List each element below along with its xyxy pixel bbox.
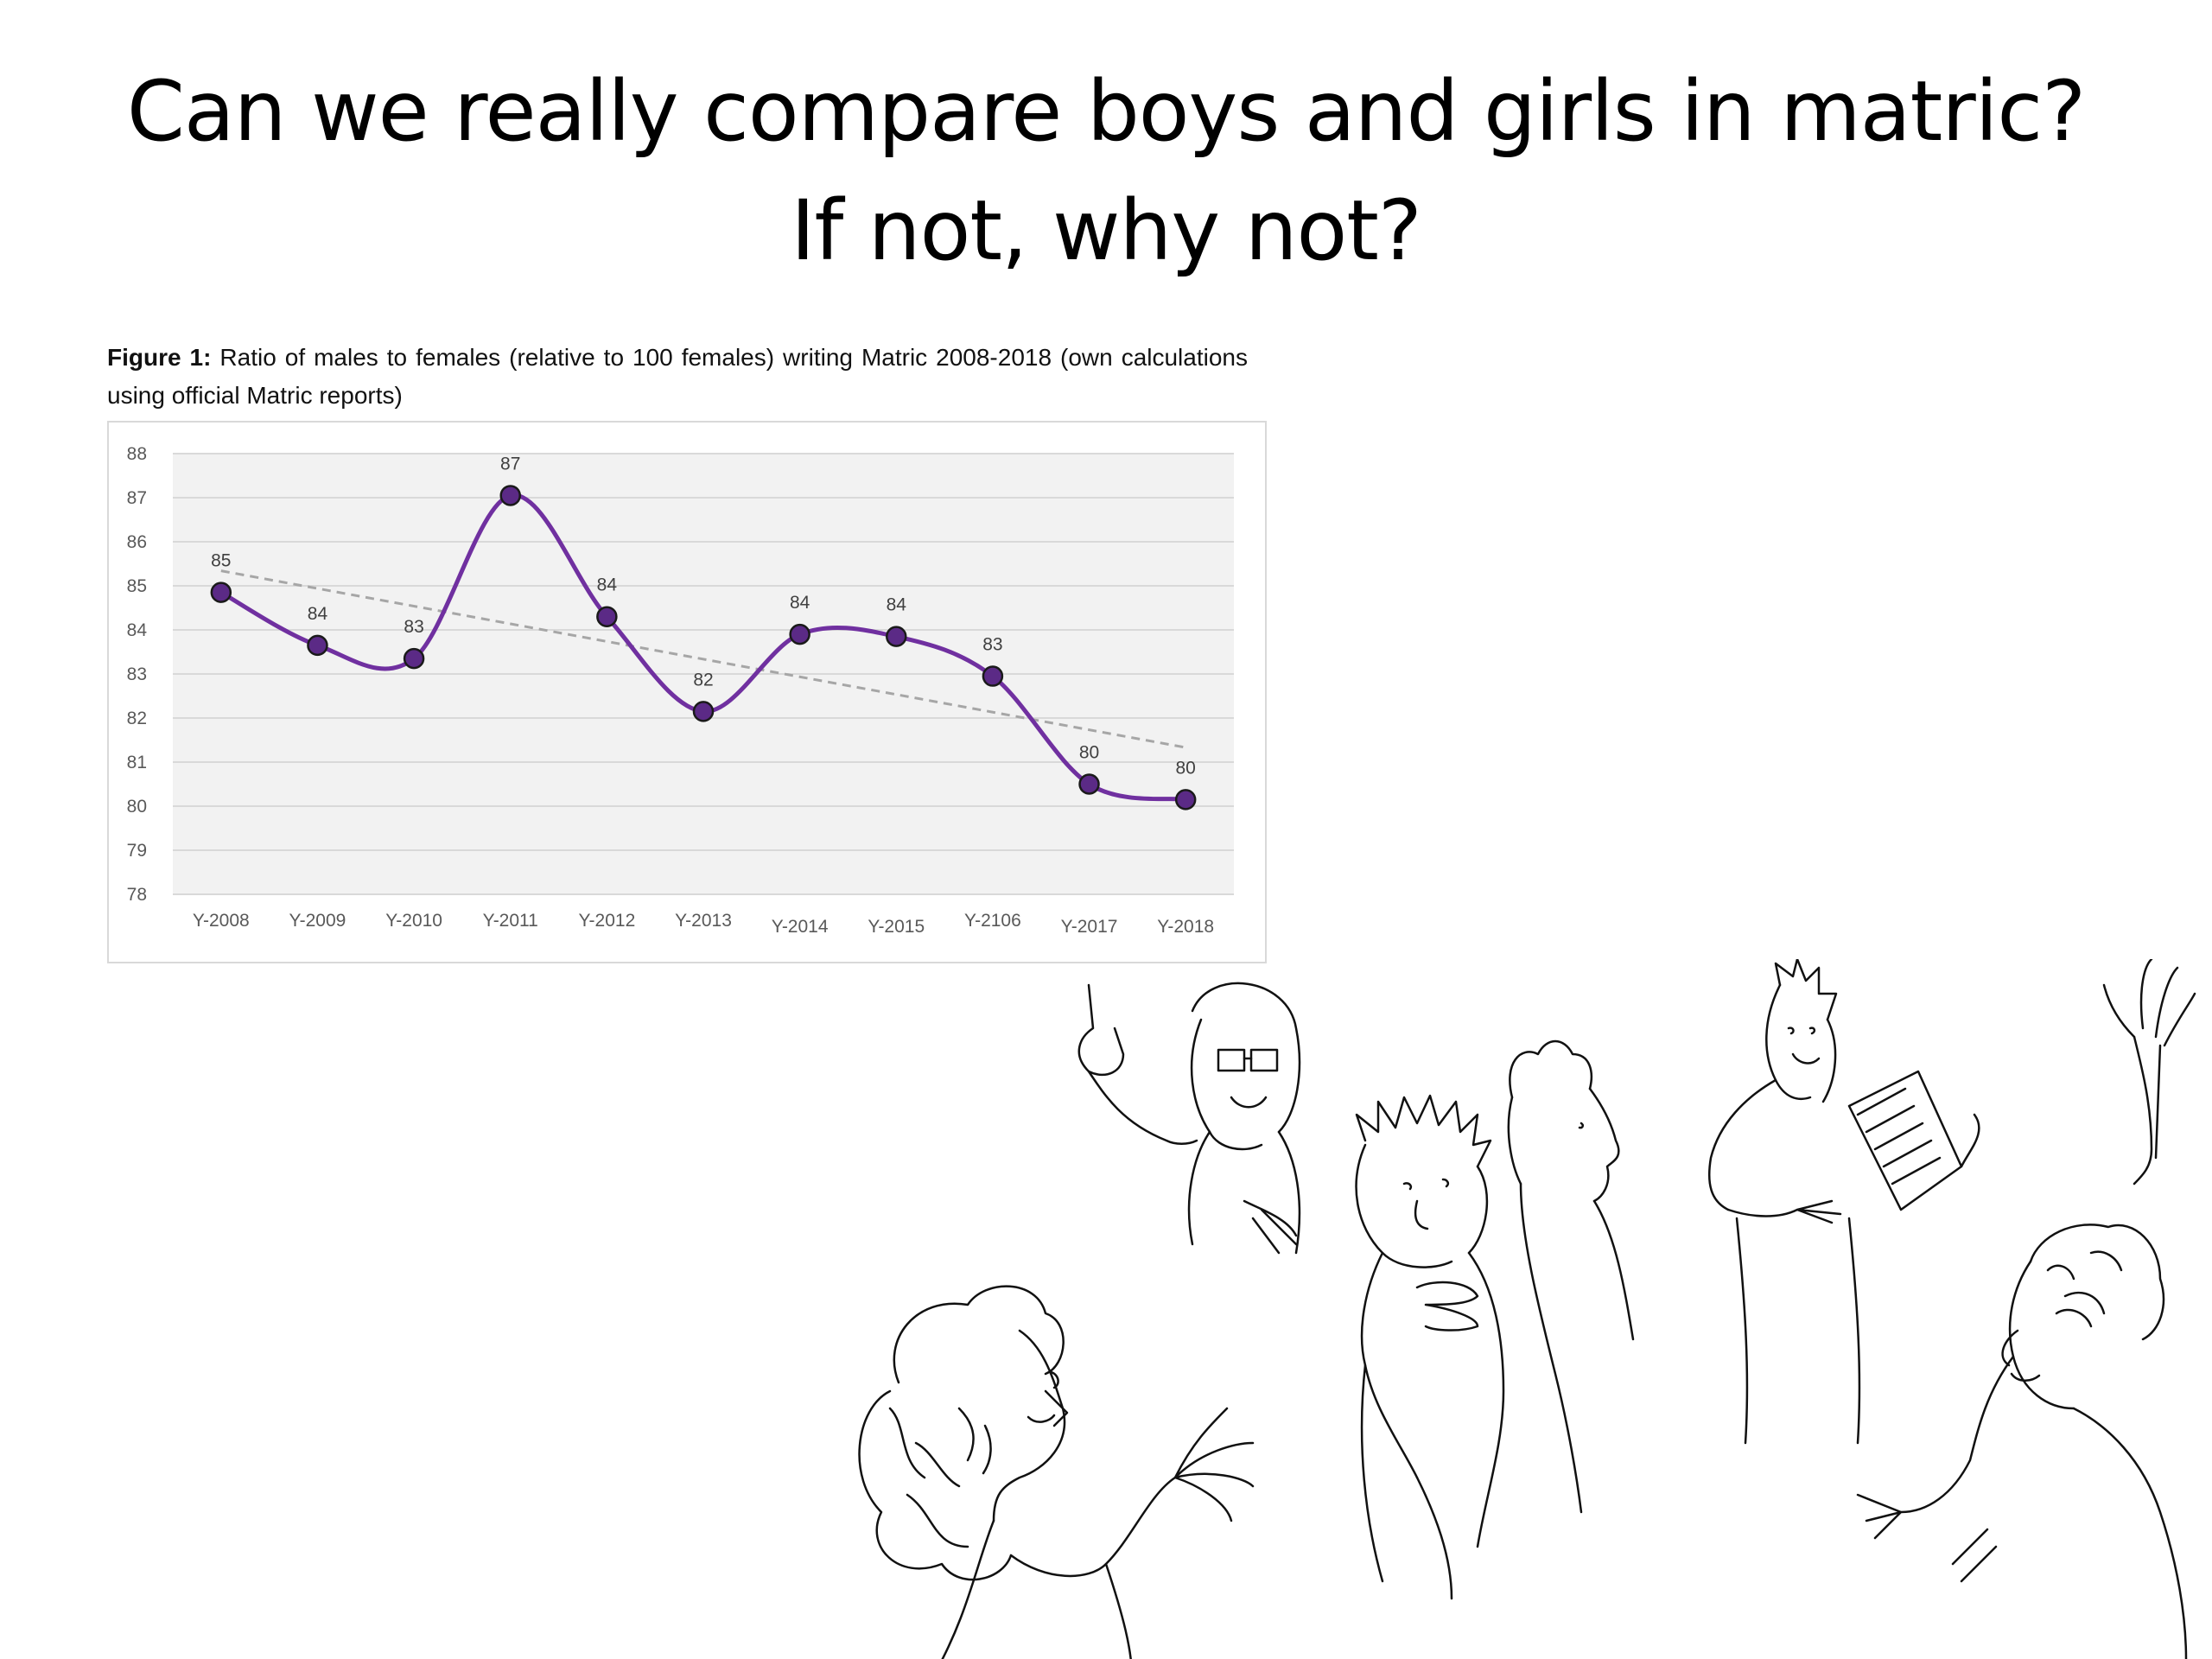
data-label: 80: [1079, 743, 1099, 763]
y-tick-label: 79: [127, 841, 147, 861]
data-point: [596, 606, 618, 627]
x-tick-label: Y-2106: [964, 911, 1021, 931]
slide-title-line-1: Can we really compare boys and girls in …: [126, 63, 2086, 160]
person-2-sketch: [1077, 982, 1301, 1255]
data-label: 80: [1176, 758, 1196, 778]
data-point: [692, 701, 715, 722]
x-tick-label: Y-2013: [675, 911, 732, 931]
data-label: 83: [404, 617, 423, 637]
y-tick-label: 87: [127, 488, 147, 508]
y-tick-label: 81: [127, 753, 147, 772]
series-line: [219, 493, 1186, 802]
x-tick-label: Y-2018: [1157, 917, 1214, 937]
data-point: [403, 647, 425, 670]
data-label: 84: [790, 593, 810, 613]
y-axis: 78 79 80 81 82 83 84 85 86 87 88: [127, 444, 148, 905]
data-point: [982, 665, 1004, 687]
person-1-sketch: [858, 1285, 1255, 1659]
data-point: [307, 634, 328, 657]
figure-caption-text: Ratio of males to females (relative to 1…: [107, 344, 1248, 409]
chart-frame: 78 79 80 81 82 83 84 85 86 87 88 Y-2008 Y-2009 Y-201…: [107, 421, 1267, 963]
data-point: [789, 623, 810, 645]
data-point: [210, 582, 232, 603]
person-3-sketch: [1355, 1094, 1505, 1600]
data-point: [1078, 773, 1100, 795]
people-discussing-sketch-icon: [760, 957, 2212, 1659]
x-axis: Y-2008 Y-2009 Y-2010 Y-2011 Y-2012 Y-2013 Y-20…: [193, 911, 1214, 937]
line-chart: 78 79 80 81 82 83 84 85 86 87 88 Y-2008 Y-2009 Y-201…: [127, 444, 1234, 937]
trendline-group: [220, 569, 1186, 749]
y-tick-label: 88: [127, 444, 147, 464]
data-label: 82: [693, 670, 713, 690]
data-label: 84: [308, 604, 328, 624]
data-labels-group: 85 84 83 87 84 82 84 84 83 80 80: [211, 454, 1196, 778]
y-tick-label: 84: [127, 620, 148, 640]
x-tick-label: Y-2015: [868, 917, 925, 937]
y-tick-label: 80: [127, 797, 147, 817]
x-tick-label: Y-2014: [772, 917, 829, 937]
markers-group: [210, 485, 1197, 810]
gridlines: [173, 453, 1234, 895]
data-point: [1174, 789, 1197, 810]
figure-caption-label: Figure 1:: [107, 344, 212, 371]
data-label: 87: [500, 454, 520, 474]
data-label: 84: [887, 595, 907, 615]
x-tick-label: Y-2008: [193, 911, 250, 931]
x-tick-label: Y-2010: [385, 911, 442, 931]
y-tick-label: 83: [127, 664, 147, 684]
y-tick-label: 85: [127, 576, 147, 596]
slide-title-line-2: If not, why not?: [791, 182, 1422, 279]
slide-title: Can we really compare boys and girls in …: [0, 52, 2212, 290]
data-label: 85: [211, 551, 231, 571]
person-5-sketch: [1707, 957, 1980, 1445]
figure-caption: Figure 1: Ratio of males to females (rel…: [107, 339, 1248, 415]
y-tick-label: 82: [127, 709, 147, 728]
x-tick-label: Y-2009: [289, 911, 346, 931]
y-tick-label: 78: [127, 885, 147, 905]
x-tick-label: Y-2011: [483, 911, 538, 931]
y-tick-label: 86: [127, 532, 147, 552]
data-point: [499, 485, 521, 506]
data-label: 84: [597, 575, 618, 595]
person-6-sketch: [1856, 957, 2196, 1659]
person-4-sketch: [1507, 1039, 1635, 1514]
series-group: [219, 493, 1186, 802]
x-tick-label: Y-2017: [1061, 917, 1118, 937]
data-point: [886, 626, 907, 647]
trendline: [220, 569, 1186, 749]
x-tick-label: Y-2012: [578, 911, 635, 931]
data-label: 83: [982, 635, 1002, 655]
